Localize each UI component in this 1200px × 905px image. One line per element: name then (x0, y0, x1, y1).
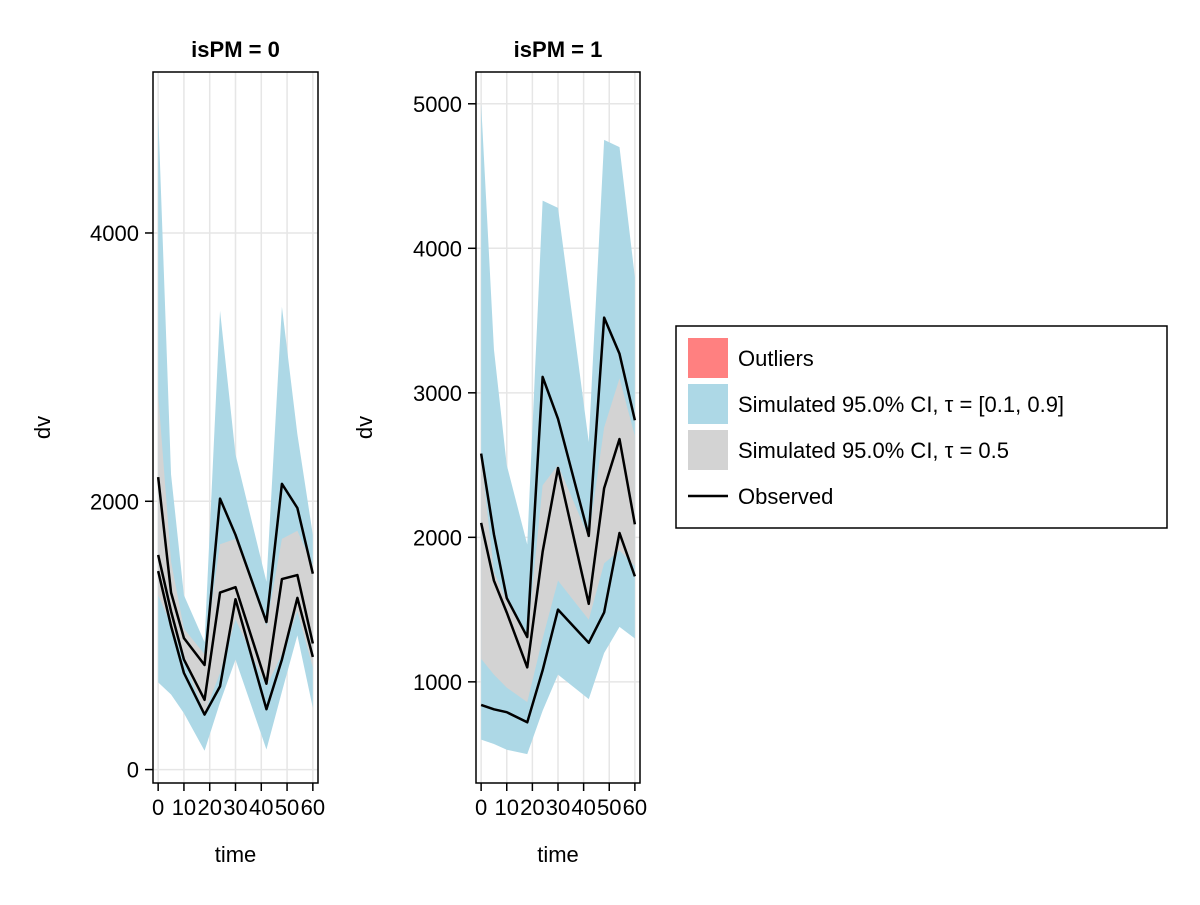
observed-line-1 (156, 554, 315, 702)
y-axis-label: dv (30, 416, 55, 439)
panel-title: isPM = 1 (514, 37, 603, 62)
x-tick-label: 60 (623, 795, 647, 820)
x-tick-label: 20 (520, 795, 544, 820)
x-tick-label: 50 (275, 795, 299, 820)
outer-ci-band (481, 103, 635, 755)
legend-label-outliers: Outliers (738, 346, 814, 371)
y-tick-label: 1000 (413, 670, 462, 695)
x-tick-label: 10 (172, 795, 196, 820)
x-tick-label: 0 (152, 795, 164, 820)
x-tick-label: 40 (571, 795, 595, 820)
legend-swatch-outliers (688, 338, 728, 378)
legend-swatch-outer_ci (688, 384, 728, 424)
observed-line-2 (156, 570, 315, 716)
median-ci-band (481, 378, 635, 703)
y-tick-label: 5000 (413, 92, 462, 117)
observed-line-0 (479, 316, 637, 639)
y-tick-label: 2000 (413, 525, 462, 550)
legend-label-median_ci: Simulated 95.0% CI, τ = 0.5 (738, 438, 1009, 463)
legend: Outliers Simulated 95.0% CI, τ = [0.1, 0.… (675, 325, 1168, 529)
x-axis-label: time (215, 842, 257, 867)
y-axis-label: dv (352, 416, 377, 439)
x-tick-label: 0 (475, 795, 487, 820)
legend-frame (675, 325, 1168, 529)
x-axis-label: time (537, 842, 579, 867)
y-tick-label: 4000 (90, 221, 139, 246)
y-tick-label: 2000 (90, 489, 139, 514)
x-tick-label: 60 (301, 795, 325, 820)
y-tick-label: 0 (127, 758, 139, 783)
legend-label-observed: Observed (738, 484, 833, 509)
panel-0: 0 10 20 30 40 50 60 0 2000 4000 isPM = 0 time dv (30, 37, 325, 867)
observed-line-1 (479, 437, 637, 669)
panel-1: 0 10 20 30 40 50 60 1000 2000 3000 4000 5000 isPM = … (352, 37, 647, 867)
x-tick-label: 50 (597, 795, 621, 820)
x-tick-label: 30 (546, 795, 570, 820)
observed-line-2 (480, 531, 637, 724)
x-tick-label: 20 (197, 795, 221, 820)
panel-title: isPM = 0 (191, 37, 280, 62)
y-tick-label: 4000 (413, 236, 462, 261)
legend-label-outer_ci: Simulated 95.0% CI, τ = [0.1, 0.9] (738, 392, 1064, 417)
x-tick-label: 30 (223, 795, 247, 820)
observed-line-0 (156, 477, 315, 667)
y-tick-label: 3000 (413, 381, 462, 406)
x-tick-label: 40 (249, 795, 273, 820)
legend-swatch-median_ci (688, 430, 728, 470)
x-tick-label: 10 (495, 795, 519, 820)
